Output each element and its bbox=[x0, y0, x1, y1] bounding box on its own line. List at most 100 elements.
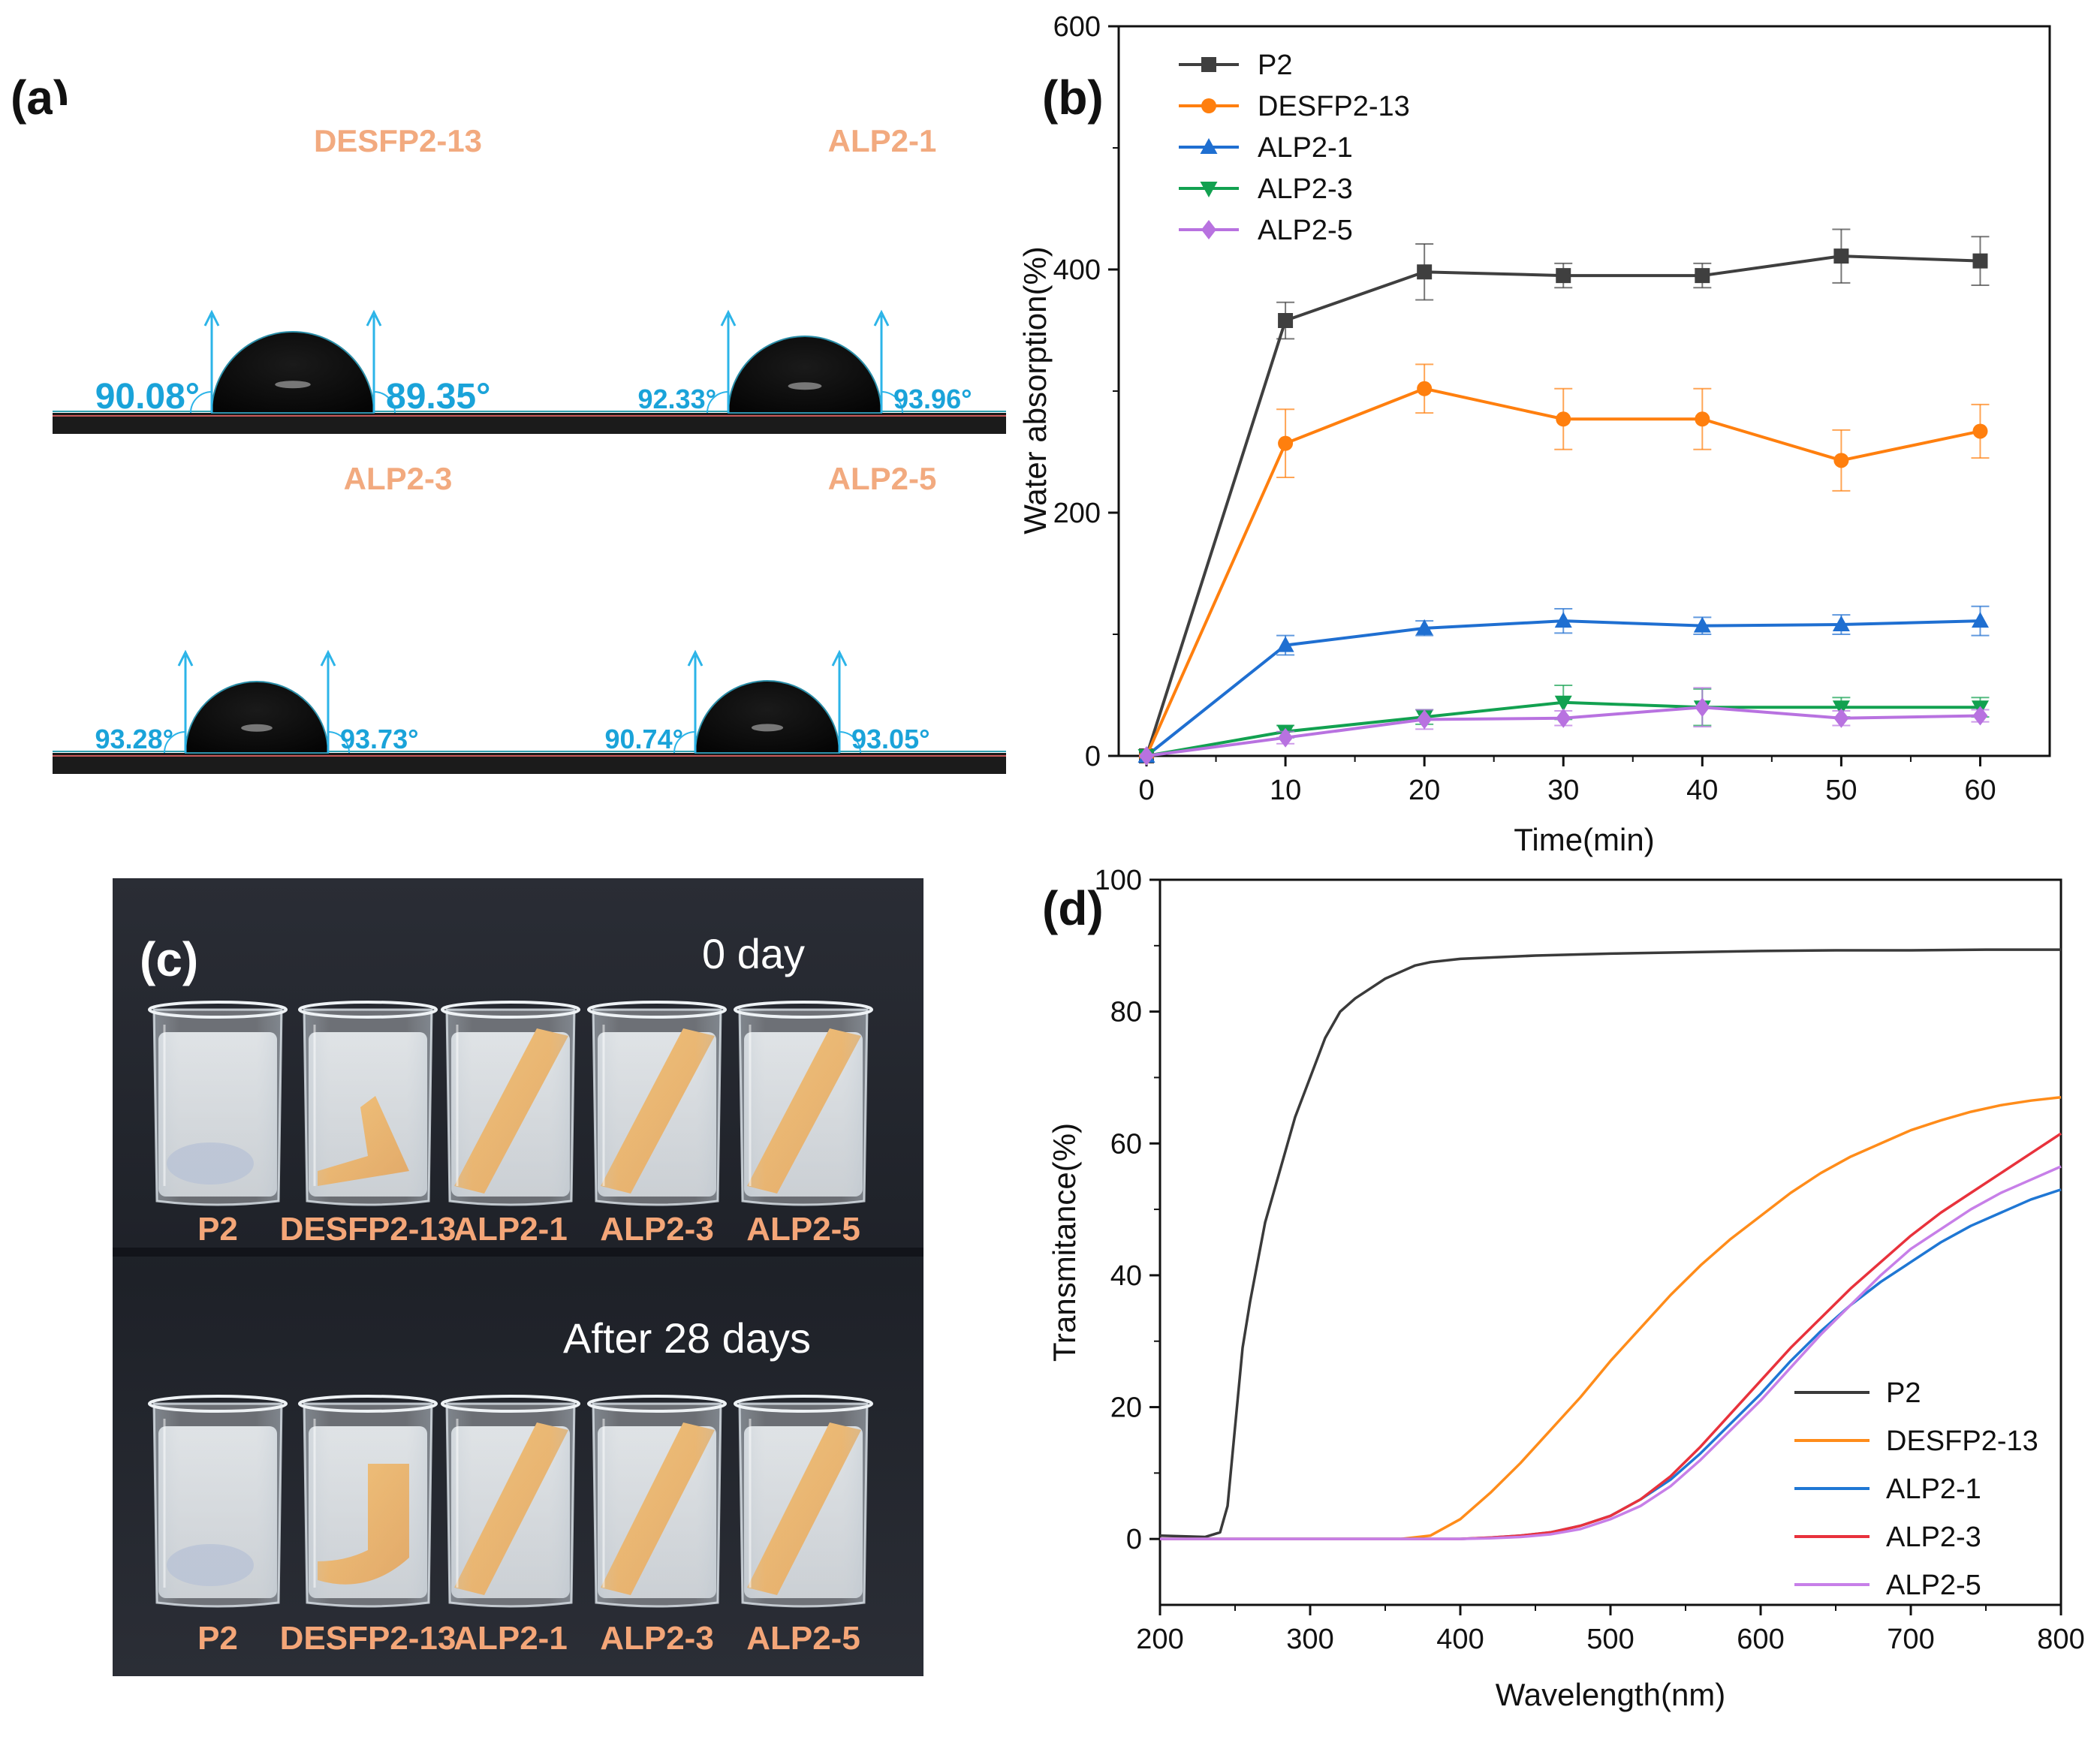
chart-b-series bbox=[1137, 228, 1990, 766]
contact-angle-cell: ALP2-3 93.28° 93.73° bbox=[53, 461, 527, 774]
beaker: DESFP2-13 bbox=[280, 1001, 456, 1248]
beaker: ALP2-5 bbox=[734, 1395, 873, 1657]
beaker-glass bbox=[445, 1402, 576, 1608]
series-p2 bbox=[1139, 228, 1990, 763]
chart-d-axes: 200 300 400 500 600 700 800 0 20 40 60 80 100 bbox=[1095, 865, 2085, 1655]
data-point bbox=[1832, 700, 1850, 717]
x-tick-label: 200 bbox=[1136, 1624, 1183, 1655]
data-point bbox=[1972, 706, 1988, 726]
panel-b-label: (b) bbox=[1042, 71, 1104, 125]
x-tick-label: 800 bbox=[2037, 1624, 2084, 1655]
data-point bbox=[1833, 708, 1849, 728]
beaker: DESFP2-13 bbox=[280, 1395, 456, 1657]
beaker-label: ALP2-1 bbox=[453, 1620, 568, 1657]
y-tick-label: 100 bbox=[1095, 865, 1142, 896]
beaker-rim bbox=[298, 1395, 438, 1413]
legend-label: P2 bbox=[1258, 50, 1292, 81]
y-tick-label: 20 bbox=[1110, 1392, 1142, 1424]
legend-entry: P2 bbox=[1179, 50, 1292, 81]
legend-label: ALP2-1 bbox=[1886, 1474, 1981, 1505]
data-point bbox=[1276, 636, 1294, 652]
beaker-rim bbox=[441, 1395, 580, 1413]
right-contact-angle: 93.96° bbox=[893, 384, 972, 414]
data-point bbox=[1201, 98, 1216, 113]
beaker-label: ALP2-1 bbox=[453, 1211, 568, 1248]
x-tick-label: 500 bbox=[1586, 1624, 1634, 1655]
beaker-rim bbox=[587, 1395, 727, 1413]
data-point bbox=[1417, 381, 1433, 396]
beaker-rim bbox=[298, 1001, 438, 1019]
beaker: ALP2-1 bbox=[441, 1001, 580, 1248]
data-point bbox=[1554, 612, 1572, 628]
beaker-rim bbox=[441, 1001, 580, 1019]
data-point bbox=[1278, 435, 1294, 451]
right-tangent-arrow-icon bbox=[366, 309, 396, 414]
beaker-label: P2 bbox=[197, 1211, 238, 1248]
bottom-day-caption: After 28 days bbox=[563, 1314, 811, 1362]
beaker: P2 bbox=[148, 1395, 288, 1657]
x-tick-label: 40 bbox=[1686, 775, 1718, 806]
chart-d-xlabel: Wavelength(nm) bbox=[1496, 1677, 1726, 1712]
data-point bbox=[1972, 253, 1988, 269]
legend-entry: DESFP2-13 bbox=[1794, 1425, 2038, 1457]
chart-d-series bbox=[1159, 948, 2062, 1540]
contact-angle-cell: DESFP2-13 90.08° 89.35° bbox=[53, 123, 527, 434]
data-point bbox=[1278, 727, 1294, 748]
beaker-label: DESFP2-13 bbox=[280, 1211, 456, 1248]
right-tangent-arrow-icon bbox=[831, 649, 861, 754]
left-contact-angle: 92.33° bbox=[638, 384, 716, 414]
right-contact-angle: 93.05° bbox=[851, 724, 929, 754]
beaker: ALP2-5 bbox=[734, 1001, 873, 1248]
x-tick-label: 20 bbox=[1409, 775, 1440, 806]
chart-b-ylabel: Water absorption(%) bbox=[1017, 246, 1053, 534]
data-point bbox=[1278, 313, 1294, 329]
chart-d-legend: P2 DESFP2-13 ALP2-1 ALP2-3 ALP2-5 bbox=[1794, 1377, 2038, 1601]
beaker-glass bbox=[738, 1008, 869, 1206]
contact-angle-cell: ALP2-1 92.33° 93.96° bbox=[527, 123, 1006, 434]
beaker-label: ALP2-3 bbox=[600, 1620, 714, 1657]
y-tick-label: 200 bbox=[1053, 498, 1101, 529]
legend-entry: ALP2-1 bbox=[1794, 1474, 1981, 1505]
panel-c: (c) 0 day After 28 days P2 DESFP2-13ALP2-… bbox=[113, 878, 923, 1676]
panel-d: (d) 200 300 400 500 600 700 800 0 20 40 60 80 100 Wa… bbox=[1042, 865, 2085, 1712]
y-tick-label: 0 bbox=[1126, 1524, 1142, 1555]
beaker-glass bbox=[592, 1008, 722, 1206]
beaker-label: P2 bbox=[197, 1620, 238, 1657]
beaker-glass bbox=[152, 1008, 283, 1206]
legend-label: DESFP2-13 bbox=[1886, 1425, 2038, 1457]
beaker-label: ALP2-5 bbox=[746, 1211, 860, 1248]
droplet-highlight bbox=[751, 724, 784, 732]
right-contact-angle: 93.73° bbox=[340, 724, 418, 754]
x-tick-label: 400 bbox=[1436, 1624, 1484, 1655]
sample-name: ALP2-1 bbox=[828, 123, 937, 158]
series-line bbox=[1145, 254, 1981, 757]
beaker-rim bbox=[148, 1001, 288, 1019]
data-point bbox=[1417, 264, 1433, 280]
top-day-caption: 0 day bbox=[702, 930, 805, 977]
water-droplet bbox=[210, 331, 375, 414]
water-droplet bbox=[694, 680, 841, 754]
data-point bbox=[1693, 616, 1711, 633]
data-point bbox=[1415, 619, 1433, 635]
y-tick-label: 80 bbox=[1110, 997, 1142, 1028]
contact-angle-image-area bbox=[53, 105, 1006, 775]
data-point bbox=[1695, 268, 1710, 284]
chart-d-ylabel: Transmitance(%) bbox=[1047, 1123, 1082, 1362]
beaker-label: ALP2-3 bbox=[600, 1211, 714, 1248]
sample-name: ALP2-5 bbox=[828, 461, 937, 496]
left-tangent-arrow-icon bbox=[707, 309, 737, 414]
x-tick-label: 0 bbox=[1138, 775, 1154, 806]
legend-entry: ALP2-5 bbox=[1794, 1570, 1981, 1601]
left-tangent-arrow-icon bbox=[164, 649, 194, 754]
beaker: ALP2-3 bbox=[587, 1395, 727, 1657]
beaker-rim bbox=[148, 1395, 288, 1413]
data-point bbox=[1832, 616, 1850, 632]
beaker-rim bbox=[587, 1001, 727, 1019]
y-tick-label: 0 bbox=[1085, 741, 1101, 772]
left-tangent-arrow-icon bbox=[673, 649, 704, 754]
beaker-rim bbox=[734, 1001, 873, 1019]
beaker: ALP2-3 bbox=[587, 1001, 727, 1248]
